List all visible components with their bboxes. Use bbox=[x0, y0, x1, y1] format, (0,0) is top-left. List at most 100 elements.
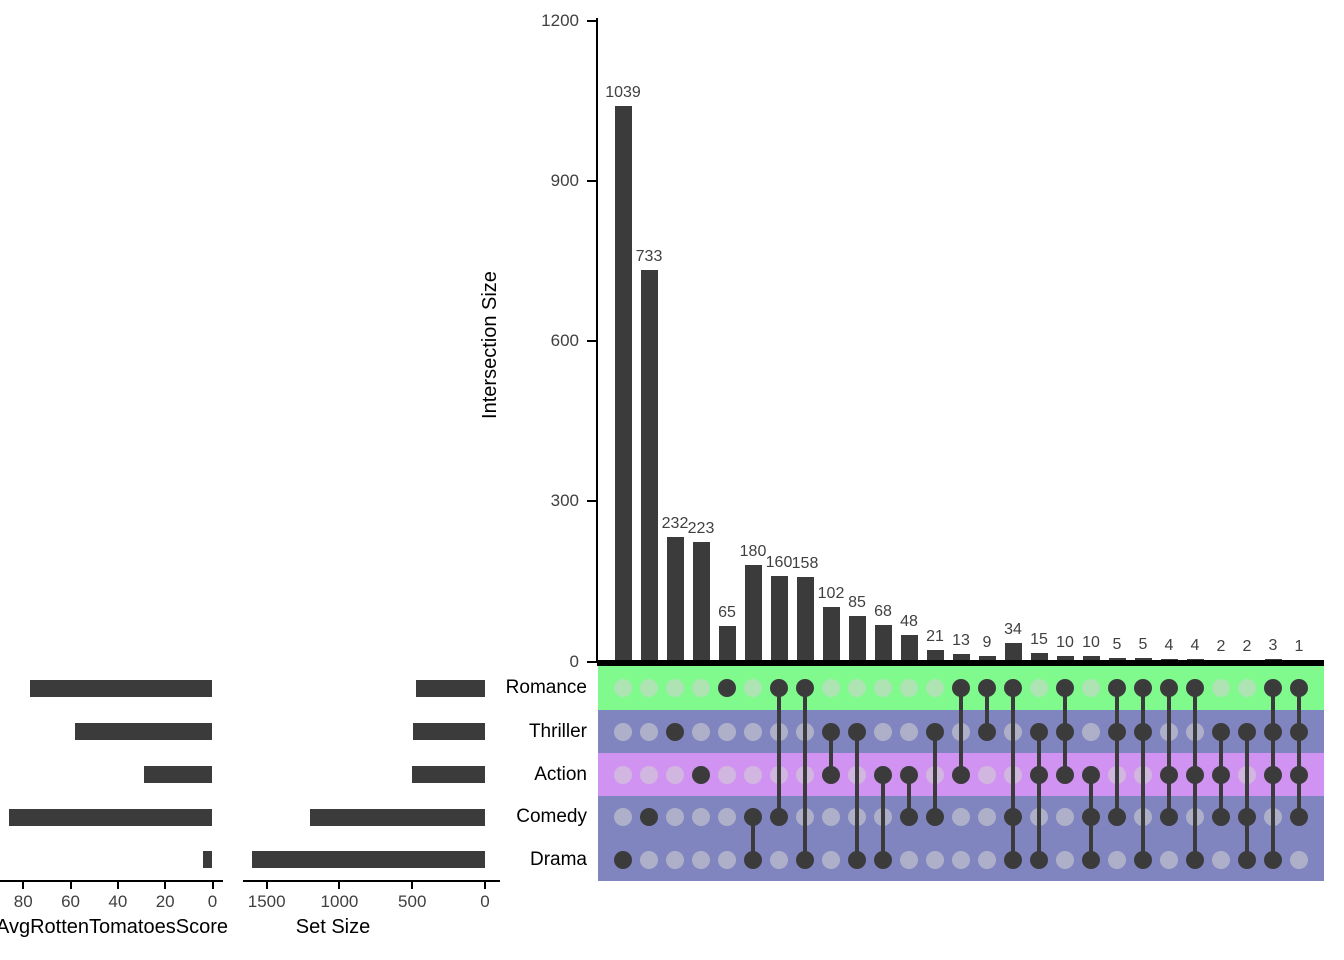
intersection-bar bbox=[692, 541, 710, 661]
matrix-dot-empty bbox=[926, 850, 944, 869]
avg-rt-bar-drama bbox=[203, 851, 213, 868]
intersection-bar-value-label: 85 bbox=[848, 593, 866, 611]
matrix-dot-empty bbox=[640, 679, 658, 697]
intersection-bar bbox=[874, 624, 892, 661]
intersection-bar bbox=[796, 576, 814, 661]
intersection-y-tick-label: 1200 bbox=[541, 10, 579, 30]
matrix-dot-filled bbox=[666, 722, 684, 741]
intersection-bar bbox=[1134, 658, 1152, 661]
matrix-dot-empty bbox=[1056, 808, 1074, 826]
matrix-dot-empty bbox=[666, 765, 684, 784]
matrix-dot-empty bbox=[874, 722, 892, 741]
matrix-connector bbox=[907, 774, 911, 817]
matrix-connector bbox=[959, 688, 963, 775]
intersection-bar bbox=[1082, 655, 1100, 661]
intersection-bar bbox=[926, 649, 944, 661]
matrix-connector bbox=[1245, 731, 1249, 860]
matrix-dot-empty bbox=[952, 850, 970, 869]
matrix-dot-empty bbox=[848, 679, 866, 697]
intersection-bar-value-label: 5 bbox=[1138, 636, 1148, 654]
intersection-bar-value-label: 733 bbox=[635, 247, 663, 265]
matrix-dot-filled bbox=[640, 808, 658, 826]
matrix-dot-empty bbox=[770, 850, 788, 869]
matrix-dot-filled bbox=[822, 765, 840, 784]
set-size-axis-line bbox=[243, 879, 500, 882]
intersection-bar-value-label: 223 bbox=[687, 519, 715, 537]
matrix-dot-empty bbox=[692, 808, 710, 826]
intersection-bar-value-label: 10 bbox=[1056, 633, 1074, 651]
intersection-bar bbox=[1030, 652, 1048, 661]
matrix-connector bbox=[1297, 688, 1301, 817]
matrix-dot-empty bbox=[744, 765, 762, 784]
matrix-dot-filled bbox=[796, 850, 814, 869]
matrix-dot-filled bbox=[1030, 850, 1048, 869]
intersection-bar bbox=[1056, 655, 1074, 661]
set-size-bar-action bbox=[411, 766, 485, 783]
avg-rt-tick bbox=[164, 881, 167, 889]
matrix-dot-filled bbox=[952, 679, 970, 697]
matrix-dot-filled bbox=[1264, 722, 1282, 741]
matrix-dot-filled bbox=[1056, 722, 1074, 741]
intersection-bar-value-label: 2 bbox=[1216, 637, 1226, 655]
matrix-dot-filled bbox=[718, 679, 736, 697]
matrix-dot-filled bbox=[1004, 850, 1022, 869]
matrix-dot-empty bbox=[718, 850, 736, 869]
matrix-dot-filled bbox=[900, 765, 918, 784]
matrix-dot-filled bbox=[770, 679, 788, 697]
matrix-dot-filled bbox=[1030, 765, 1048, 784]
intersection-y-tick-label: 900 bbox=[550, 170, 579, 190]
intersection-y-tick bbox=[587, 660, 596, 663]
matrix-dot-empty bbox=[614, 679, 632, 697]
matrix-dot-empty bbox=[666, 679, 684, 697]
set-size-tick bbox=[338, 881, 341, 889]
matrix-dot-filled bbox=[1108, 722, 1126, 741]
avg-rt-tick bbox=[69, 881, 72, 889]
matrix-dot-filled bbox=[926, 808, 944, 826]
matrix-dot-filled bbox=[1212, 765, 1230, 784]
matrix-dot-empty bbox=[822, 808, 840, 826]
matrix-dot-filled bbox=[770, 808, 788, 826]
avg-rt-bar-comedy bbox=[9, 808, 213, 826]
intersection-y-tick bbox=[587, 340, 596, 343]
matrix-dot-filled bbox=[1030, 722, 1048, 741]
matrix-dot-filled bbox=[614, 850, 632, 869]
matrix-connector bbox=[1141, 688, 1145, 860]
matrix-dot-filled bbox=[1134, 850, 1152, 869]
matrix-dot-filled bbox=[1238, 850, 1256, 869]
matrix-dot-empty bbox=[1212, 679, 1230, 697]
set-size-bar-thriller bbox=[413, 723, 485, 740]
intersection-bar-value-label: 4 bbox=[1164, 636, 1174, 654]
set-size-bar-romance bbox=[416, 679, 485, 697]
set-size-tick bbox=[484, 881, 486, 889]
avg-rt-bar-action bbox=[143, 766, 213, 783]
avg-rotten-tomatoes-axis-title: AvgRottenTomatoesScore bbox=[0, 916, 228, 938]
matrix-dot-empty bbox=[692, 722, 710, 741]
avg-rt-axis-line bbox=[0, 879, 223, 882]
matrix-dot-empty bbox=[640, 765, 658, 784]
matrix-dot-empty bbox=[1082, 722, 1100, 741]
intersection-bar bbox=[900, 635, 918, 661]
intersection-bar-value-label: 10 bbox=[1082, 633, 1100, 651]
matrix-dot-filled bbox=[1160, 808, 1178, 826]
matrix-connector bbox=[777, 688, 781, 817]
intersection-y-tick-label: 300 bbox=[550, 491, 579, 511]
intersection-y-axis-line bbox=[595, 18, 598, 663]
matrix-dot-empty bbox=[666, 850, 684, 869]
matrix-dot-empty bbox=[614, 765, 632, 784]
matrix-dot-filled bbox=[1264, 679, 1282, 697]
intersection-bar-value-label: 5 bbox=[1112, 636, 1122, 654]
avg-rt-tick bbox=[116, 881, 119, 889]
matrix-dot-filled bbox=[1212, 808, 1230, 826]
matrix-dot-filled bbox=[874, 765, 892, 784]
matrix-dot-empty bbox=[900, 722, 918, 741]
intersection-y-tick bbox=[587, 179, 596, 182]
set-size-bar-drama bbox=[251, 851, 485, 868]
intersection-bar bbox=[718, 626, 736, 661]
matrix-connector bbox=[1167, 688, 1171, 817]
matrix-dot-filled bbox=[744, 850, 762, 869]
matrix-dot-filled bbox=[1134, 722, 1152, 741]
avg-rt-tick-label: 60 bbox=[61, 892, 80, 911]
matrix-dot-empty bbox=[744, 722, 762, 741]
matrix-connector bbox=[751, 817, 755, 860]
